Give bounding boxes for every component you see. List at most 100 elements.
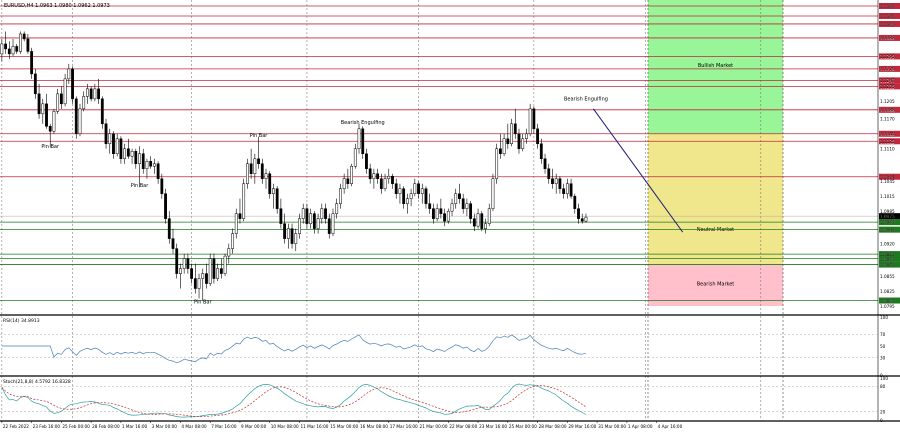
zone-neutral-market	[648, 133, 783, 265]
candle-bear	[160, 178, 164, 194]
candle-bull	[52, 111, 56, 132]
candle-bull	[253, 158, 257, 174]
candle-bull	[413, 183, 417, 194]
candle-bull	[231, 233, 234, 249]
candle-bear	[59, 93, 63, 105]
candle-bull	[320, 208, 324, 219]
candle-bull	[510, 123, 513, 145]
candle-bear	[551, 178, 554, 184]
candle-bull	[208, 258, 212, 284]
candle-bear	[324, 208, 327, 219]
candle-bull	[339, 188, 342, 204]
candle-bull	[450, 203, 454, 212]
candle-bear	[260, 163, 264, 179]
candle-bull	[476, 213, 480, 227]
indicator-tick-label: 80	[880, 384, 886, 389]
price-tick-label: 1.0890	[880, 256, 895, 261]
candle-bull	[495, 148, 499, 179]
trendline[interactable]	[592, 108, 684, 233]
level-tag-label: 1.1332	[880, 36, 895, 41]
candle-bull	[435, 208, 439, 219]
candle-bull	[484, 223, 487, 229]
candle-bear	[48, 126, 52, 132]
candle-bull	[234, 213, 238, 234]
candle-bull	[223, 255, 227, 274]
time-tick-label: 1 Mar 16:00	[122, 424, 148, 429]
price-tick-label: 1.0920	[880, 241, 895, 246]
candle-bear	[290, 228, 294, 244]
indicator-tick-label: 0	[880, 373, 883, 378]
candle-bear	[365, 153, 368, 169]
candle-bear	[536, 128, 539, 145]
candle-bear	[193, 278, 197, 289]
time-tick-label: 17 Mar 16:00	[390, 424, 418, 429]
candle-bear	[312, 213, 316, 229]
time-axis: 22 Feb 2022 23 Feb 16:00 25 Feb 00:00 28 Fe…	[1, 421, 683, 429]
candle-bear	[279, 208, 283, 224]
candle-bull	[491, 178, 495, 209]
price-tick-label: 1.1170	[880, 117, 895, 122]
time-tick-label: 21 Mar 00:00	[420, 424, 448, 429]
level-tag	[879, 34, 900, 41]
zone-label: Bearish Market	[697, 281, 735, 287]
candle-bull	[584, 216, 588, 222]
level-tag	[879, 106, 900, 113]
candle-bear	[573, 195, 577, 209]
price-tick-label: 1.0825	[880, 289, 895, 294]
price-tick-label: 1.1140	[880, 132, 895, 137]
candle-bull	[11, 46, 15, 55]
level-tag-label: 1.1188	[880, 108, 895, 113]
level-tag	[879, 297, 900, 304]
time-tick-label: 22 Mar 08:00	[449, 424, 477, 429]
stoch-d-line	[1, 385, 587, 417]
candle-bear	[506, 138, 510, 145]
level-tag-label: 1.1360	[880, 22, 895, 27]
price-tick-label: 1.1376	[880, 14, 895, 19]
level-tag	[879, 261, 900, 268]
candle-bear	[417, 183, 420, 194]
time-tick-label: 22 Feb 2022	[3, 424, 29, 429]
pattern-label: Pin Bar	[194, 300, 213, 306]
zone-bearish-market	[648, 264, 783, 307]
price-tick-label: 1.1205	[880, 99, 895, 104]
trendline-segment[interactable]	[592, 108, 684, 233]
rsi-line	[1, 334, 587, 364]
candle-bull	[398, 188, 402, 194]
candle-bear	[100, 98, 104, 125]
candle-bull	[387, 175, 391, 179]
candle-bear	[577, 208, 580, 219]
level-tag-label: 1.0806	[880, 299, 895, 304]
indicator-tick-label: 50	[880, 344, 886, 349]
candle-bear	[517, 133, 521, 150]
candle-bear	[205, 273, 208, 284]
level-tag-label: 1.1125	[880, 139, 895, 144]
candle-bear	[379, 178, 383, 189]
time-tick-label: 7 Mar 16:00	[211, 424, 237, 429]
candle-bull	[294, 233, 298, 244]
candle-bull	[227, 248, 231, 257]
price-tick-label: 1.1188	[880, 108, 895, 113]
candle-bull	[301, 208, 305, 219]
candle-bear	[4, 43, 7, 50]
candle-bull	[41, 103, 45, 115]
price-tick-label: 1.1396	[880, 4, 895, 9]
candle-bear	[15, 46, 19, 52]
candle-bull	[152, 163, 156, 167]
time-tick-label: 9 Mar 00:00	[241, 424, 267, 429]
price-tick-label: 1.0795	[880, 304, 895, 309]
price-tick-label: 1.1295	[880, 54, 895, 59]
candle-bull	[93, 88, 97, 100]
time-tick-label: 25 Mar 00:00	[509, 424, 537, 429]
pattern-label: Bearish Engulfing	[564, 96, 608, 102]
price-tick-label: 1.0855	[880, 274, 895, 279]
level-tag	[879, 77, 900, 84]
candle-bear	[171, 238, 175, 249]
time-tick-label: 4 Apr 16:00	[658, 424, 683, 429]
price-tick-label: 1.0985	[880, 209, 895, 214]
indicator-tick-label: 100	[880, 376, 888, 381]
time-tick-label: 28 Feb 08:00	[92, 424, 120, 429]
candle-bull	[316, 218, 320, 229]
time-tick-label: 31 Mar 00:00	[598, 424, 626, 429]
candle-bear	[439, 208, 443, 214]
